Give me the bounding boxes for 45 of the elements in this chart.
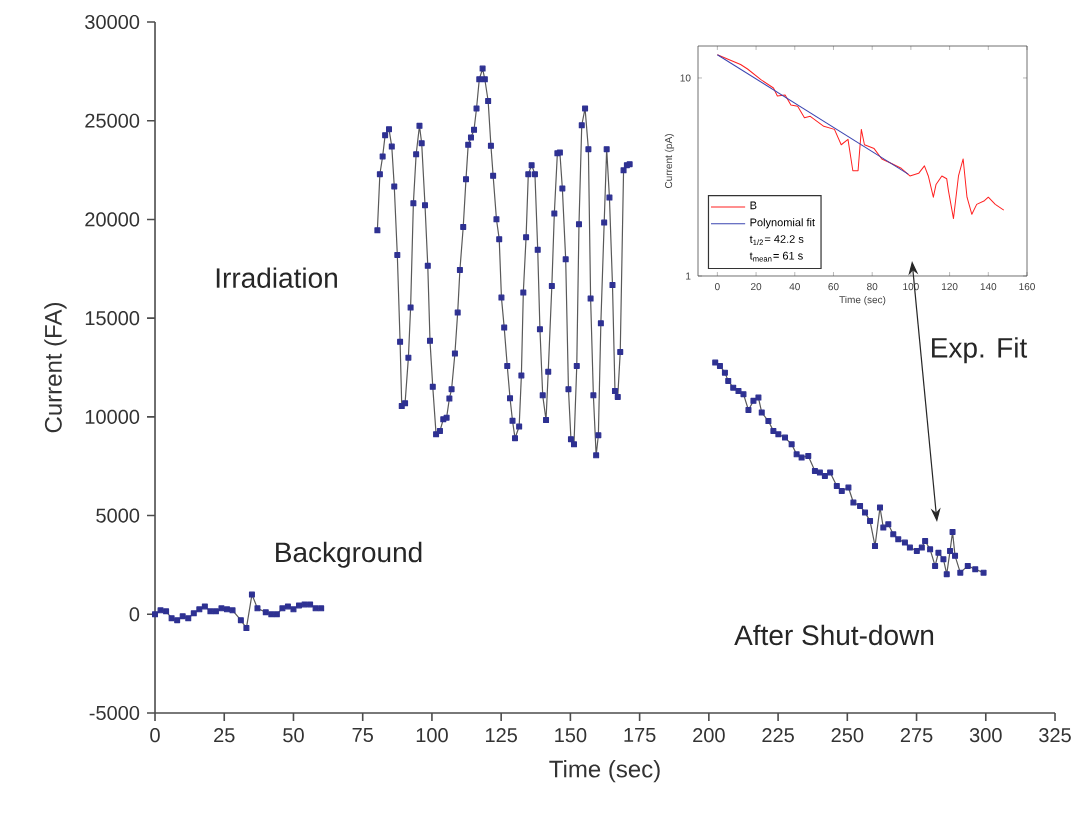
x-tick-label: 60	[828, 283, 839, 291]
annotation: Background	[276, 541, 422, 568]
x-tick-label: 200	[693, 728, 725, 743]
y-tick-label: 20000	[85, 212, 140, 227]
x-axis-title: Time (sec)	[839, 295, 886, 306]
y-axis-title: Current (pA)	[664, 134, 675, 189]
x-tick-label: 225	[762, 728, 794, 743]
y-tick-label: 10000	[85, 409, 140, 424]
x-tick-label: 120	[942, 283, 958, 291]
annotation: Irradiation	[216, 267, 337, 288]
annotation: t$_{1/2}$= 42.2 s	[749, 235, 804, 246]
x-tick-label: 75	[352, 728, 373, 743]
x-tick-label: 250	[831, 728, 864, 743]
y-tick-label: 15000	[85, 311, 140, 326]
y-tick-label: 5000	[96, 508, 140, 523]
y-tick-label: 0	[129, 607, 140, 622]
y-axis-title: Current (FA)	[44, 302, 67, 433]
x-tick-label: 125	[486, 728, 518, 743]
x-tick-label: 0	[150, 728, 160, 743]
y-tick-label: 1	[686, 272, 691, 280]
annotation: After Shut-down	[734, 624, 934, 646]
x-tick-label: 325	[1039, 728, 1071, 743]
x-tick-label: 100	[416, 728, 448, 743]
x-tick-label: 50	[283, 728, 304, 743]
annotation: Exp. Fit	[932, 337, 1028, 364]
line-series	[716, 54, 1005, 220]
y-tick-label: 25000	[85, 113, 140, 128]
x-tick-label: 20	[751, 283, 762, 291]
x-tick-label: 0	[714, 283, 720, 291]
y-tick-label: 10	[680, 74, 691, 82]
x-tick-label: 150	[555, 728, 587, 743]
x-tick-label: 275	[900, 728, 933, 743]
x-tick-label: 160	[1019, 283, 1035, 291]
x-tick-label: 40	[789, 283, 800, 291]
x-tick-label: 140	[980, 283, 997, 291]
y-tick-label: -5000	[89, 705, 140, 721]
x-tick-label: 175	[624, 728, 656, 743]
annotation: t$_{mean}$= 61 s	[749, 251, 803, 262]
x-axis-title: Time (sec)	[549, 759, 660, 783]
y-tick-label: 30000	[85, 14, 140, 30]
x-tick-label: 300	[969, 728, 1002, 743]
x-tick-label: 25	[214, 728, 235, 743]
legend-label: B	[750, 201, 757, 210]
legend-label: Polynomial fit	[750, 218, 815, 229]
x-tick-label: 80	[867, 283, 878, 291]
